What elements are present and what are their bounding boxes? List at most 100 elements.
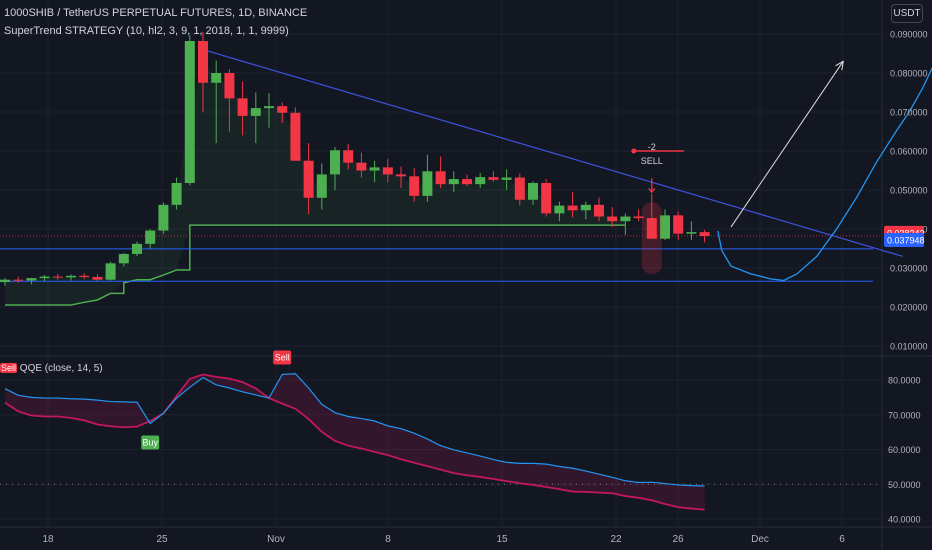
candle-body — [66, 275, 76, 278]
candle-body — [237, 98, 248, 116]
x-tick-label: 6 — [839, 534, 845, 545]
y-tick-label: 0.070000 — [890, 108, 928, 118]
candle-body — [316, 174, 327, 198]
qqe-slow-line — [4, 373, 705, 511]
sell-text: SELL — [641, 156, 663, 166]
candle-body — [607, 216, 618, 222]
candle-body — [158, 204, 169, 231]
y-tick-label: 0.050000 — [890, 186, 928, 196]
x-tick-label: 22 — [610, 534, 622, 545]
x-tick-label: 15 — [496, 534, 508, 545]
chart-title: 1000SHIB / TetherUS PERPETUAL FUTURES, 1… — [4, 7, 308, 19]
candle-body — [224, 73, 235, 99]
price-badge-text: 0.037948 — [887, 236, 925, 246]
candle-body — [594, 204, 604, 217]
qqe-fast-line — [4, 373, 705, 487]
projection-arrow — [730, 61, 844, 228]
qqe-indicator: Buy Sell — [0, 350, 882, 511]
candle-body — [211, 73, 222, 83]
y-tick-label: 0.060000 — [890, 147, 928, 157]
candle-body — [303, 160, 314, 198]
candle-body — [290, 112, 301, 161]
candle-body — [184, 41, 195, 183]
strategy-label[interactable]: SuperTrend STRATEGY (10, hl2, 3, 9, 1, 2… — [4, 25, 289, 37]
candle-body — [92, 276, 103, 280]
qqe-sell-tag: Sell — [0, 363, 18, 373]
qqe-label[interactable]: Sell QQE (close, 14, 5) — [0, 363, 103, 374]
candle-body — [356, 162, 367, 171]
candle-body — [118, 253, 129, 264]
x-tick-label: 8 — [385, 534, 391, 545]
candle-body — [475, 177, 486, 185]
x-tick-label: Dec — [751, 534, 769, 545]
y-tick-label: 0.010000 — [890, 342, 928, 352]
currency-badge[interactable]: USDT — [891, 4, 923, 23]
candle-body — [541, 182, 552, 214]
candle-body — [646, 218, 657, 239]
qqe-y-tick-label: 80.0000 — [888, 376, 921, 386]
candle-body — [343, 150, 354, 163]
sell-arrow-head — [648, 188, 656, 194]
candle-body — [13, 279, 24, 281]
candle-body — [145, 230, 156, 244]
trendline — [202, 49, 903, 257]
candle-body — [132, 243, 142, 254]
candle-body — [448, 179, 459, 185]
y-tick-label: 0.080000 — [890, 69, 928, 79]
candle-body — [435, 171, 446, 185]
candle-body — [277, 106, 288, 113]
sell-qty: -2 — [648, 142, 656, 152]
qqe-band-fill — [5, 373, 705, 510]
qqe-sell-text: Sell — [275, 352, 290, 362]
qqe-buy-text: Buy — [142, 437, 158, 447]
y-tick-label: 0.030000 — [890, 264, 928, 274]
chart-lines — [0, 49, 932, 306]
candle-body — [79, 275, 90, 277]
projection-arrow-head — [835, 60, 844, 71]
qqe-label-text: QQE (close, 14, 5) — [19, 363, 103, 374]
candle-body — [171, 182, 182, 205]
candle-body — [633, 216, 644, 219]
y-tick-label: 0.090000 — [890, 30, 928, 40]
candle-body — [396, 174, 406, 177]
candle-body — [105, 263, 116, 280]
candle-body — [580, 204, 591, 211]
projection-path — [717, 66, 932, 282]
sell-zone — [641, 202, 662, 274]
candle-body — [26, 278, 37, 281]
chart-annotations: -2 SELL — [631, 142, 684, 274]
candle-body — [686, 232, 697, 234]
price-badge — [884, 233, 924, 248]
candle-body — [673, 215, 684, 234]
candle-body — [528, 182, 538, 200]
qqe-buy-tag — [141, 435, 160, 450]
x-tick-label: 25 — [156, 534, 168, 545]
qqe-sell-tag — [273, 350, 292, 365]
candle-body — [382, 167, 393, 175]
candle-body — [0, 279, 10, 283]
candle-body — [554, 205, 565, 214]
axes: 0.090000 0.080000 0.070000 0.060000 0.050000… — [42, 30, 927, 546]
supertrend-fill — [5, 61, 626, 306]
candle-body — [462, 179, 472, 185]
candle-body — [620, 216, 631, 222]
qqe-y-tick-label: 60.0000 — [888, 445, 921, 455]
candle-body — [52, 276, 63, 278]
candle-body — [514, 177, 525, 200]
candle-body — [39, 276, 50, 279]
candle-body — [250, 108, 261, 116]
candle-body — [422, 171, 433, 196]
qqe-y-tick-label: 40.0000 — [888, 515, 921, 525]
candle-body — [330, 150, 340, 175]
qqe-y-tick-label: 50.0000 — [888, 480, 921, 490]
candle-body — [660, 215, 670, 239]
x-tick-label: 18 — [42, 534, 54, 545]
qqe-y-tick-label: 70.0000 — [888, 410, 921, 420]
candlestick-series — [0, 32, 710, 286]
x-tick-label: Nov — [267, 534, 285, 545]
candle-body — [409, 176, 420, 196]
y-tick-label: 0.020000 — [890, 303, 928, 313]
candle-body — [501, 177, 512, 180]
